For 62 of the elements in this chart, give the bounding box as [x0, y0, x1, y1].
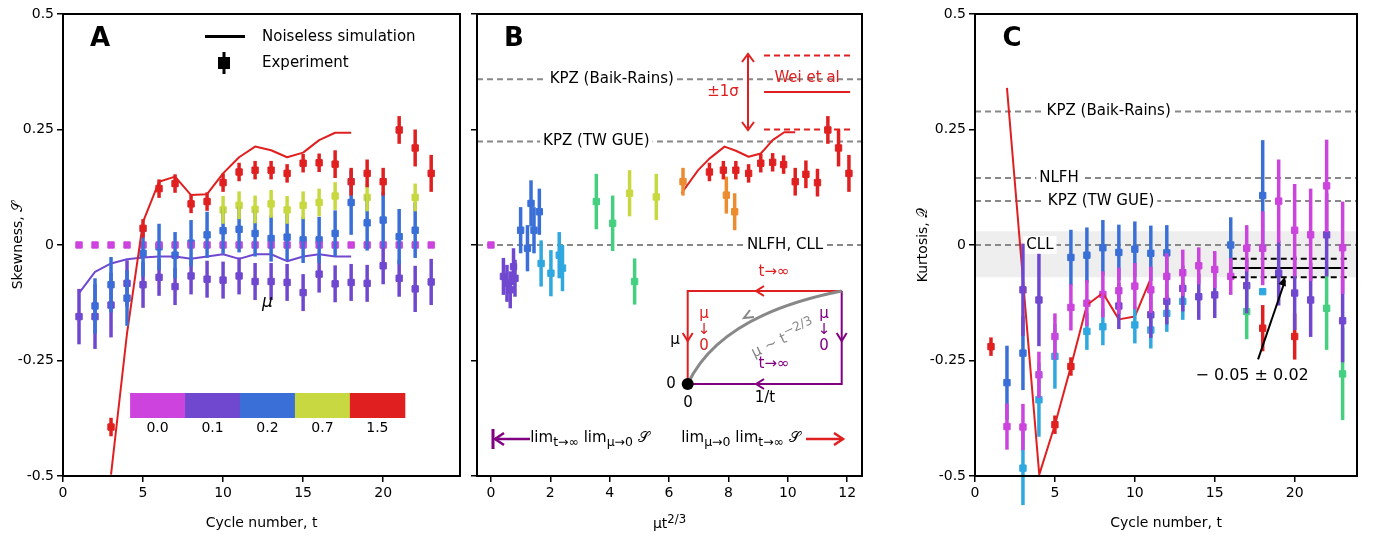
ref-line-label: KPZ (TW GUE) — [1047, 191, 1155, 209]
annotation: Experiment — [262, 53, 349, 72]
y-axis-title: Skewness, 𝒮 — [8, 200, 25, 290]
x-axis-title: Cycle number, t — [205, 513, 318, 530]
y-tick-label: 0 — [45, 235, 54, 252]
annotation: lim$_{t→∞}$ lim$_{μ→0}$ 𝒮 — [530, 427, 650, 449]
x-tick-label: 20 — [374, 484, 393, 501]
x-tick-label: 10 — [778, 484, 797, 501]
annotation: 1/t — [754, 388, 776, 407]
chart-title: A — [89, 22, 111, 53]
x-tick-label: 15 — [1205, 484, 1224, 501]
y-tick-label: 0 — [957, 235, 966, 252]
y-tick-label: 0.25 — [22, 120, 54, 137]
y-tick-label: 0.5 — [943, 4, 966, 21]
x-tick-label: 6 — [664, 484, 674, 501]
legend-title: μ — [261, 291, 274, 312]
legend-label: 0.1 — [201, 418, 224, 435]
legend-label: 0.0 — [146, 418, 169, 435]
x-tick-label: 5 — [1050, 484, 1060, 501]
y-tick-label: -0.5 — [26, 466, 54, 483]
annotation: lim$_{μ→0}$ lim$_{t→∞}$ 𝒮 — [681, 427, 801, 449]
x-tick-label: 0 — [58, 484, 68, 501]
ref-line-label: KPZ (Baik-Rains) — [1046, 101, 1171, 120]
ref-line-label: KPZ (TW GUE) — [543, 131, 650, 150]
chart-title: B — [504, 22, 524, 53]
x-tick-label: 4 — [605, 484, 615, 501]
legend-label: 0.2 — [256, 418, 279, 435]
x-tick-label: 20 — [1285, 484, 1304, 501]
annotation: 0 — [683, 393, 693, 412]
ref-line-label: KPZ (Baik-Rains) — [549, 69, 674, 88]
x-tick-label: 0 — [486, 484, 496, 501]
annotation: 0 — [666, 374, 676, 393]
annotation: μ — [670, 330, 680, 349]
legend-label: 1.5 — [366, 418, 389, 435]
x-tick-label: 10 — [1125, 484, 1144, 501]
ref-line-label: NLFH, CLL — [746, 234, 824, 253]
annotation: Noiseless simulation — [262, 27, 416, 46]
y-tick-label: -0.25 — [929, 351, 966, 368]
ref-line-label: CLL — [1026, 234, 1055, 253]
ref-line-label: NLFH — [1039, 167, 1079, 186]
series-label: Wei et al — [774, 68, 840, 87]
y-tick-label: 0.25 — [934, 120, 966, 137]
x-tick-label: 5 — [138, 484, 148, 501]
x-axis-title: μt$^{2/3}$ — [652, 511, 687, 532]
y-axis-title: Kurtosis, 𝒬 — [913, 207, 930, 283]
y-tick-label: -0.5 — [938, 466, 966, 483]
legend-label: 0.7 — [311, 418, 334, 435]
x-tick-label: 0 — [970, 484, 980, 501]
annotation: μ ↓ 0 — [817, 304, 831, 354]
y-tick-label: 0.5 — [31, 4, 54, 21]
y-tick-label: -0.25 — [17, 351, 54, 368]
annotation: ±1σ — [707, 82, 739, 101]
x-tick-label: 15 — [294, 484, 313, 501]
annotation: μ ↓ 0 — [697, 304, 711, 354]
x-axis-title: Cycle number, t — [1110, 513, 1222, 530]
x-tick-label: 10 — [214, 484, 232, 501]
x-tick-label: 2 — [545, 484, 555, 501]
x-tick-label: 8 — [723, 484, 733, 501]
chart-title: C — [1002, 22, 1022, 53]
annotation: t→∞ — [758, 262, 790, 281]
x-tick-label: 12 — [838, 484, 857, 501]
annotation: − 0.05 ± 0.02 — [1195, 364, 1309, 384]
